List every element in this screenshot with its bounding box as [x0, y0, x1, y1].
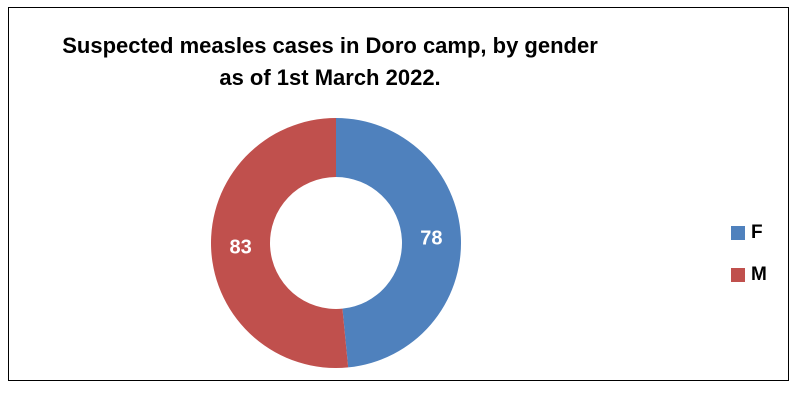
legend-item-m: M — [731, 254, 767, 296]
legend-label-m: M — [751, 264, 767, 285]
legend-item-f: F — [731, 212, 767, 254]
chart-title: Suspected measles cases in Doro camp, by… — [0, 30, 660, 94]
chart-title-line-1: Suspected measles cases in Doro camp, by… — [62, 33, 598, 58]
donut-slice-m — [211, 118, 349, 368]
legend: F M — [731, 212, 767, 296]
data-label-m: 83 — [229, 237, 251, 259]
legend-swatch-f — [731, 226, 745, 240]
chart-title-line-2: as of 1st March 2022. — [219, 65, 441, 90]
legend-swatch-m — [731, 268, 745, 282]
donut-slice-f — [336, 118, 462, 368]
data-label-f: 78 — [420, 227, 442, 249]
legend-label-f: F — [751, 222, 763, 243]
